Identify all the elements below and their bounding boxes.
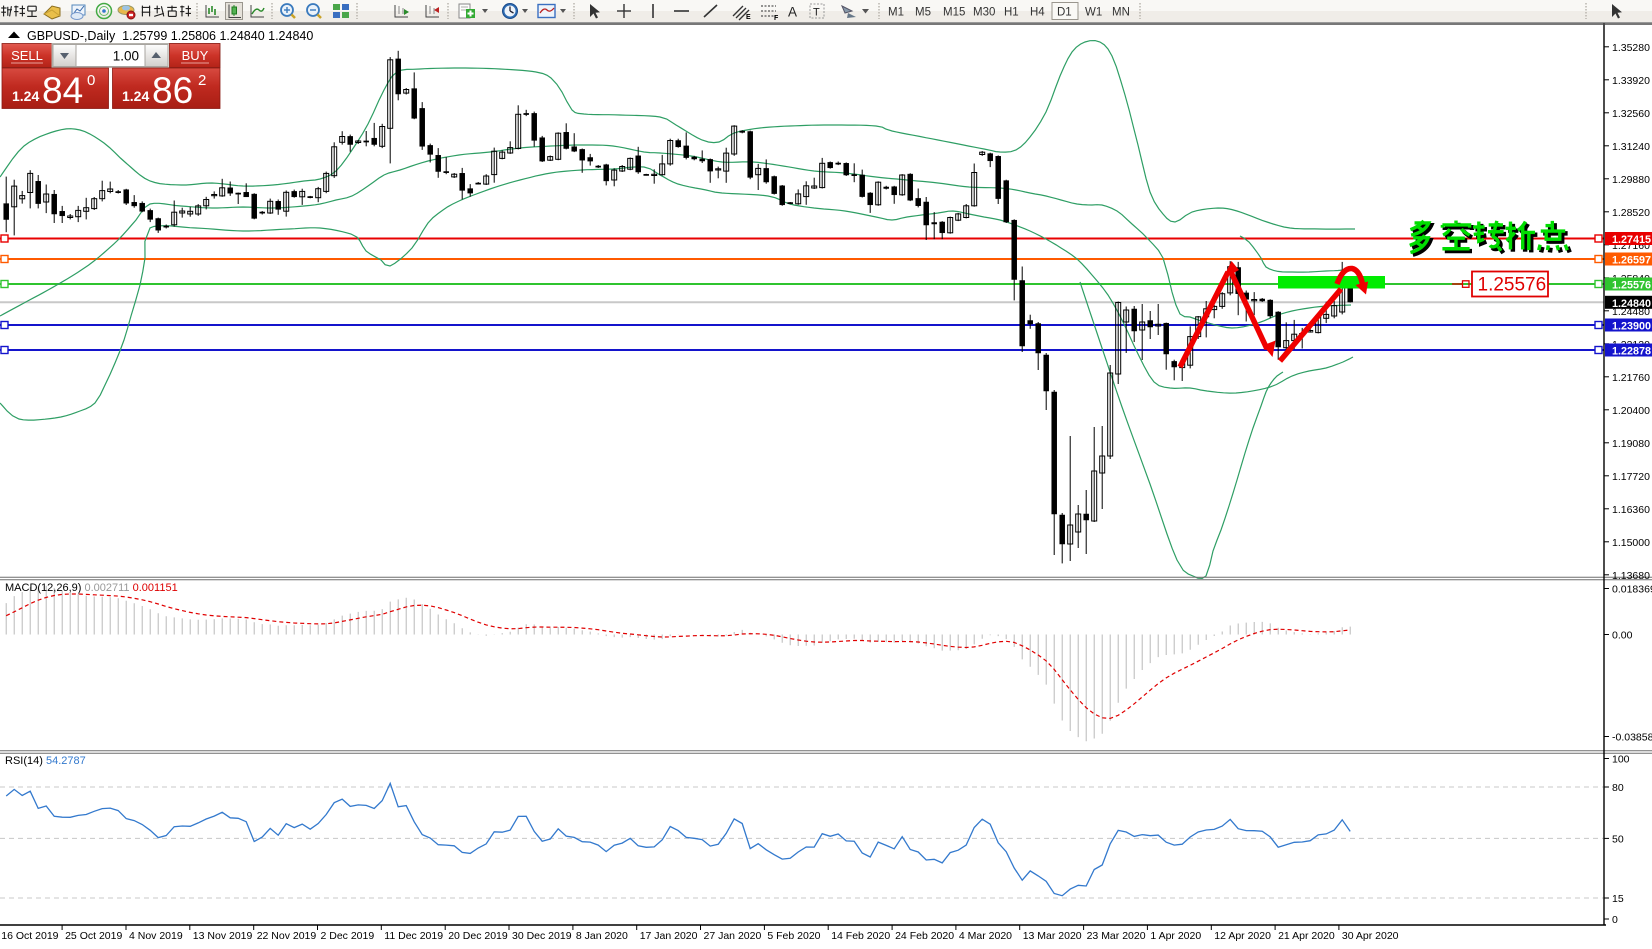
svg-text:20 Dec 2019: 20 Dec 2019 — [448, 930, 508, 942]
svg-text:M30: M30 — [973, 7, 995, 19]
svg-text:15: 15 — [1612, 893, 1624, 905]
svg-text:30 Dec 2019: 30 Dec 2019 — [512, 930, 572, 942]
svg-text:22 Nov 2019: 22 Nov 2019 — [257, 930, 317, 942]
svg-text:0: 0 — [1612, 914, 1618, 926]
svg-text:86: 86 — [152, 70, 193, 111]
svg-text:80: 80 — [1612, 782, 1624, 794]
svg-text:13 Mar 2020: 13 Mar 2020 — [1023, 930, 1082, 942]
svg-text:13 Nov 2019: 13 Nov 2019 — [193, 930, 253, 942]
svg-text:1.33920: 1.33920 — [1612, 75, 1650, 87]
svg-text:1.24840: 1.24840 — [1612, 298, 1651, 310]
svg-text:50: 50 — [1612, 833, 1624, 845]
svg-text:F: F — [774, 15, 779, 22]
svg-text:23 Mar 2020: 23 Mar 2020 — [1087, 930, 1146, 942]
svg-text:1 Apr 2020: 1 Apr 2020 — [1150, 930, 1201, 942]
svg-text:1.22878: 1.22878 — [1612, 346, 1651, 358]
svg-text:1.25576: 1.25576 — [1612, 280, 1651, 292]
svg-text:84: 84 — [42, 70, 83, 111]
svg-text:100: 100 — [1612, 754, 1630, 766]
svg-text:H4: H4 — [1030, 7, 1045, 19]
svg-text:1.17720: 1.17720 — [1612, 471, 1650, 483]
svg-text:1.29880: 1.29880 — [1612, 174, 1650, 186]
svg-text:MACD(12,26,9) 0.002711 0.00115: MACD(12,26,9) 0.002711 0.001151 — [5, 582, 178, 594]
svg-text:11 Dec 2019: 11 Dec 2019 — [384, 930, 443, 942]
svg-text:1.25576: 1.25576 — [1478, 275, 1547, 296]
svg-text:M1: M1 — [888, 7, 904, 19]
svg-text:16 Oct 2019: 16 Oct 2019 — [1, 930, 58, 942]
svg-text:2 Dec 2019: 2 Dec 2019 — [321, 930, 375, 942]
svg-text:4 Nov 2019: 4 Nov 2019 — [129, 930, 183, 942]
svg-text:M5: M5 — [915, 7, 931, 19]
svg-text:1.24: 1.24 — [12, 88, 39, 104]
svg-text:-0.038585: -0.038585 — [1612, 732, 1652, 744]
svg-text:12 Apr 2020: 12 Apr 2020 — [1214, 930, 1271, 942]
svg-text:1.28520: 1.28520 — [1612, 207, 1650, 219]
svg-text:21 Apr 2020: 21 Apr 2020 — [1278, 930, 1335, 942]
svg-text:5 Feb 2020: 5 Feb 2020 — [767, 930, 820, 942]
svg-text:1.19080: 1.19080 — [1612, 438, 1650, 450]
svg-text:M15: M15 — [943, 7, 965, 19]
svg-text:RSI(14) 54.2787: RSI(14) 54.2787 — [5, 755, 86, 767]
svg-text:BUY: BUY — [182, 48, 209, 63]
svg-text:1.24: 1.24 — [122, 88, 149, 104]
svg-text:1.15000: 1.15000 — [1612, 537, 1650, 549]
svg-text:A: A — [788, 5, 797, 20]
svg-text:MN: MN — [1112, 7, 1130, 19]
svg-text:1.13680: 1.13680 — [1612, 570, 1650, 582]
svg-text:0: 0 — [87, 72, 95, 89]
svg-text:8 Jan 2020: 8 Jan 2020 — [576, 930, 628, 942]
svg-text:4 Mar 2020: 4 Mar 2020 — [959, 930, 1012, 942]
svg-text:H1: H1 — [1004, 7, 1019, 19]
svg-text:14 Feb 2020: 14 Feb 2020 — [831, 930, 890, 942]
svg-text:GBPUSD-,Daily 1.25799 1.25806: GBPUSD-,Daily 1.25799 1.25806 1.24840 1.… — [27, 29, 313, 43]
svg-text:1.16360: 1.16360 — [1612, 504, 1650, 516]
svg-text:1.31240: 1.31240 — [1612, 141, 1650, 153]
svg-text:1.26597: 1.26597 — [1612, 255, 1651, 267]
svg-text:1.27415: 1.27415 — [1612, 234, 1651, 246]
svg-text:0.018369: 0.018369 — [1612, 584, 1652, 596]
svg-text:1.35280: 1.35280 — [1612, 42, 1650, 54]
svg-text:17 Jan 2020: 17 Jan 2020 — [640, 930, 698, 942]
svg-text:W1: W1 — [1085, 7, 1102, 19]
svg-text:2: 2 — [198, 72, 206, 89]
svg-text:1.23900: 1.23900 — [1612, 321, 1651, 333]
svg-text:25 Oct 2019: 25 Oct 2019 — [65, 930, 122, 942]
svg-text:1.20400: 1.20400 — [1612, 405, 1650, 417]
svg-text:D1: D1 — [1057, 7, 1072, 19]
svg-text:SELL: SELL — [11, 48, 43, 63]
svg-text:24 Feb 2020: 24 Feb 2020 — [895, 930, 954, 942]
svg-text:1.00: 1.00 — [113, 49, 139, 64]
svg-text:27 Jan 2020: 27 Jan 2020 — [704, 930, 762, 942]
svg-text:E: E — [746, 14, 751, 21]
svg-text:1.32560: 1.32560 — [1612, 108, 1650, 120]
svg-text:30 Apr 2020: 30 Apr 2020 — [1342, 930, 1399, 942]
svg-text:1.21760: 1.21760 — [1612, 372, 1650, 384]
svg-text:T: T — [813, 7, 820, 19]
svg-text:0.00: 0.00 — [1612, 630, 1633, 642]
